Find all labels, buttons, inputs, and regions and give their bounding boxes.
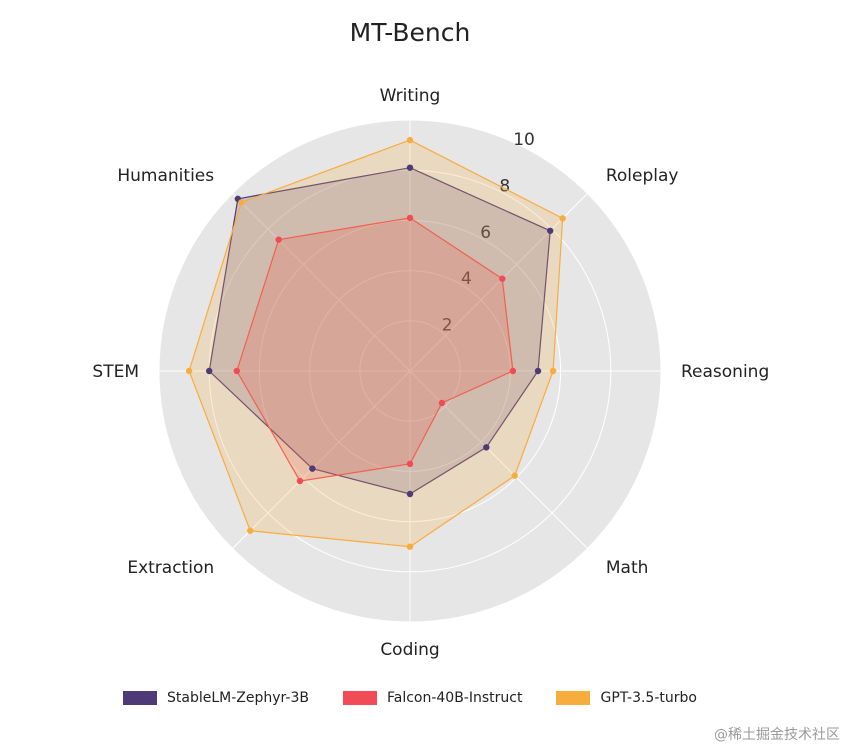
chart-title: MT-Bench [349,18,471,47]
legend-swatch-series-1 [342,691,377,705]
legend-label-series-0: StableLM-Zephyr-3B [167,690,309,706]
data-point-series-0 [406,164,414,171]
data-point-series-0 [206,367,213,375]
category-label: Reasoning [681,362,769,382]
category-label: Coding [380,640,439,660]
spoke-line [409,193,588,372]
legend-item-series-2: GPT-3.5-turbo [556,690,697,706]
legend-label-series-1: Falcon-40B-Instruct [386,690,523,706]
radial-tick-label: 2 [442,316,453,336]
data-point-series-2 [559,215,566,222]
radar-chart: 2 4 6 8 10 Writing Roleplay Reasoning Math Coding… [92,86,769,660]
watermark-text: @稀土掘金技术社区 [714,727,840,743]
data-point-series-0 [309,465,316,472]
legend: StableLM-Zephyr-3B Falcon-40B-Instruct G… [0,690,820,706]
spoke-line [409,370,588,549]
data-point-series-1 [509,367,517,375]
legend-swatch-series-0 [123,691,158,705]
data-point-series-1 [406,214,414,222]
data-point-series-1 [406,460,414,468]
radial-tick-label: 8 [499,176,510,196]
legend-item-series-1: Falcon-40B-Instruct [342,690,523,706]
data-point-series-2 [247,527,254,534]
category-label: STEM [92,362,139,382]
data-point-series-2 [185,367,193,375]
legend-swatch-series-2 [556,691,591,705]
data-point-series-1 [233,367,241,375]
legend-item-series-0: StableLM-Zephyr-3B [123,690,309,706]
radial-tick-label: 10 [513,130,535,150]
data-point-series-0 [534,367,542,375]
category-label: Roleplay [606,166,679,186]
data-point-series-0 [406,490,414,498]
data-point-series-2 [406,543,414,550]
spoke-line [232,370,411,549]
data-point-series-2 [549,367,557,375]
category-label: Humanities [117,166,214,186]
radial-tick-label: 6 [480,223,491,243]
data-point-series-1 [499,275,506,282]
data-point-series-1 [275,236,282,243]
spoke-line [232,193,411,372]
data-point-series-2 [238,199,245,206]
data-point-series-2 [511,472,518,479]
data-point-series-0 [483,444,490,451]
data-point-series-2 [406,136,414,144]
data-point-series-1 [296,477,304,485]
radial-tick-label: 4 [461,269,472,289]
category-label: Writing [380,86,441,106]
category-label: Math [606,558,649,578]
data-point-series-0 [547,227,554,234]
legend-label-series-2: GPT-3.5-turbo [600,690,697,706]
data-point-series-1 [438,399,446,407]
category-label: Extraction [127,558,214,578]
